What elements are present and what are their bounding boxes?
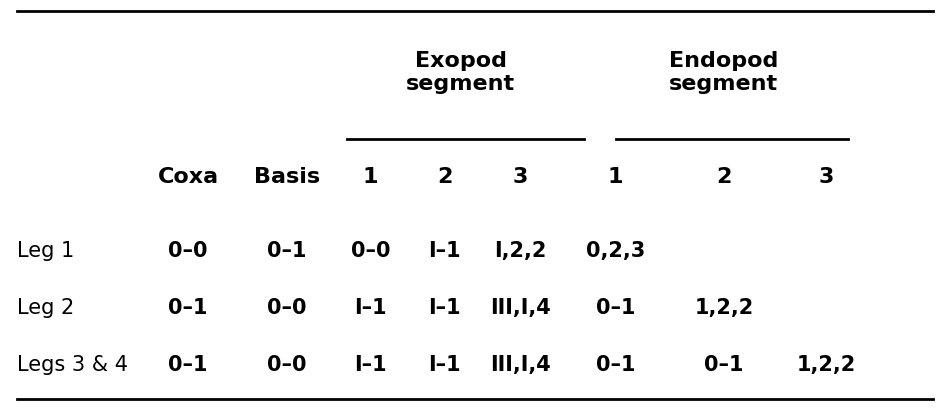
Text: 0,2,3: 0,2,3 [586, 241, 645, 261]
Text: 1: 1 [608, 167, 623, 188]
Text: 0–1: 0–1 [704, 355, 744, 375]
Text: 0–0: 0–0 [267, 355, 307, 375]
Text: I–1: I–1 [428, 241, 461, 261]
Text: 1: 1 [363, 167, 378, 188]
Text: 0–1: 0–1 [168, 298, 208, 318]
Text: 3: 3 [513, 167, 528, 188]
Text: III,I,4: III,I,4 [490, 298, 551, 318]
Text: Basis: Basis [254, 167, 320, 188]
Text: 1,2,2: 1,2,2 [797, 355, 856, 375]
Text: Leg 1: Leg 1 [17, 241, 74, 261]
Text: I–1: I–1 [428, 298, 461, 318]
Text: 0–1: 0–1 [596, 298, 636, 318]
Text: 0–1: 0–1 [596, 355, 636, 375]
Text: Exopod
segment: Exopod segment [407, 51, 515, 94]
Text: 0–0: 0–0 [351, 241, 390, 261]
Text: Leg 2: Leg 2 [17, 298, 74, 318]
Text: 0–0: 0–0 [168, 241, 208, 261]
Text: I–1: I–1 [354, 298, 387, 318]
Text: 2: 2 [437, 167, 452, 188]
Text: Legs 3 & 4: Legs 3 & 4 [17, 355, 128, 375]
Text: III,I,4: III,I,4 [490, 355, 551, 375]
Text: I–1: I–1 [354, 355, 387, 375]
Text: 1,2,2: 1,2,2 [694, 298, 753, 318]
Text: 0–0: 0–0 [267, 298, 307, 318]
Text: 2: 2 [716, 167, 732, 188]
Text: Endopod
segment: Endopod segment [669, 51, 779, 94]
Text: I,2,2: I,2,2 [494, 241, 547, 261]
Text: 0–1: 0–1 [168, 355, 208, 375]
Text: Coxa: Coxa [158, 167, 219, 188]
Text: 0–1: 0–1 [267, 241, 307, 261]
Text: I–1: I–1 [428, 355, 461, 375]
Text: 3: 3 [819, 167, 834, 188]
